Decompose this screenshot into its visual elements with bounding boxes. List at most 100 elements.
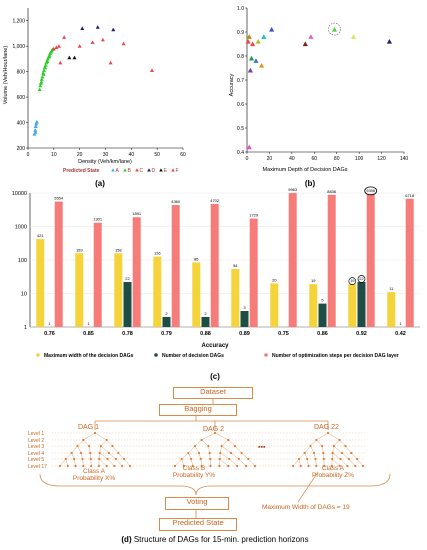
dag22-node — [315, 464, 318, 468]
dag22-node — [299, 464, 302, 468]
panel-c-bar-dags — [357, 282, 366, 327]
panel-c-data-label: 5 — [321, 298, 324, 303]
panel-a-xtick-label: 10 — [51, 152, 57, 158]
class1-name: Class A — [82, 468, 106, 475]
legend-label-a: A — [116, 168, 120, 174]
panel-a-point-f — [90, 40, 95, 44]
dag2-edge — [194, 445, 200, 454]
predicted-state-box: Predicted State — [159, 518, 237, 531]
panel-a-xtick-label: 40 — [129, 152, 135, 158]
panel-c-data-label: 22 — [125, 276, 130, 281]
panel-c-bar-width — [153, 256, 162, 327]
dag2-edge — [248, 458, 256, 467]
dag1-edge — [107, 458, 115, 467]
dag2-edge — [194, 439, 202, 447]
level-5-label: Level 5 — [28, 457, 45, 463]
panel-b-xtick-label: 20 — [267, 156, 273, 162]
panel-a-point-a — [33, 124, 38, 128]
panel-c-data-label: 1891 — [132, 211, 142, 216]
panel-c-data-label: 421 — [37, 233, 44, 238]
dag2-edge — [188, 452, 192, 460]
panel-c-data-label: 126 — [154, 251, 161, 256]
dag1-node — [66, 464, 69, 468]
panel-c-data-label: 54 — [233, 263, 238, 268]
panel-c-legend-marker — [36, 353, 40, 357]
panel-c-legend-label: Maximum width of the decision DAGs — [44, 353, 134, 359]
dag2-node — [209, 464, 212, 468]
panel-b-xtick-label: 140 — [400, 156, 409, 162]
panel-c-bar-dags — [162, 316, 171, 327]
panel-c-legend-marker — [154, 353, 158, 357]
panel-b-point — [261, 34, 267, 39]
panel-a-point-c — [51, 46, 56, 51]
panel-c-xtick-label: 0.85 — [83, 331, 94, 337]
legend-marker-b — [123, 168, 127, 172]
dag22-edge — [292, 458, 299, 467]
legend-marker-e — [159, 168, 163, 172]
dag2-node — [190, 457, 193, 461]
dag2-edge — [221, 439, 229, 447]
dag2-edge — [208, 445, 210, 454]
dag22-edge — [315, 458, 317, 467]
panel-a-point-f — [108, 60, 113, 65]
panel-c-data-label: 2 — [204, 311, 207, 316]
panel-a-point-b — [42, 68, 47, 72]
panel-b-point — [247, 67, 253, 73]
panel-c-bar-width — [270, 283, 279, 327]
panel-b-xtick-label: 40 — [289, 156, 295, 162]
dag22-node — [323, 464, 326, 468]
panel-a-point-e — [67, 55, 72, 60]
dag1-edge — [71, 445, 78, 454]
dataset-box: Dataset — [173, 387, 253, 399]
dag1-edge — [106, 439, 113, 447]
dag2-edge — [229, 458, 238, 467]
panel-a-point-d — [80, 26, 85, 30]
panel-c-xtick-label: 0.42 — [395, 331, 406, 337]
panel-b-ytick-label: 1.0 — [237, 6, 244, 12]
panel-c-bar-steps — [132, 217, 141, 327]
panel-c-data-label: 8836 — [327, 189, 337, 194]
dag1-node — [121, 464, 124, 468]
panel-a-point-a — [34, 121, 39, 126]
dag22-node — [354, 464, 357, 468]
class-a-1: Class A Probability X% — [68, 468, 120, 482]
legend-marker-f — [171, 168, 175, 172]
class2-name: Class B — [182, 465, 206, 472]
panel-a-xtick-label: 20 — [77, 152, 83, 158]
dag1-edge — [100, 439, 107, 447]
panel-c-data-label: 1 — [399, 321, 402, 326]
panel-b-point — [246, 144, 252, 150]
dag22-node — [330, 464, 333, 468]
panel-c-bar-width — [75, 253, 84, 327]
dag2-node — [199, 457, 202, 461]
prob3: Probability Z% — [312, 472, 354, 480]
panel-c-caption: (c) — [210, 372, 220, 381]
dag2-node — [207, 444, 210, 448]
panel-c-xlabel: Accuracy — [201, 343, 229, 349]
dag22-node — [291, 464, 295, 468]
panel-a-point-f — [150, 68, 154, 72]
max-width-label: Maximum Width of DAGs = 19 — [262, 504, 350, 511]
panel-c-xtick-label: 0.79 — [161, 331, 172, 337]
panel-a-point-a — [34, 119, 39, 124]
dag1-edge — [65, 452, 72, 460]
panel-c-data-label: 20 — [272, 277, 277, 282]
dag1-edge — [99, 445, 102, 454]
panel-c-highlight-circle — [348, 277, 357, 286]
dag22-node — [307, 464, 310, 468]
dag22-edge — [333, 445, 343, 454]
class3-name: Class A — [321, 465, 345, 472]
panel-c-data-label: 159 — [76, 247, 83, 252]
dag22-edge — [310, 439, 317, 447]
dag22-edge — [304, 445, 311, 454]
panel-c-data-label: 1301 — [93, 217, 103, 222]
dag2-node — [245, 464, 248, 468]
dag22-edge — [316, 439, 323, 447]
panel-d-caption: (d) Structure of DAGs for 15-min. predic… — [90, 535, 340, 544]
level-2-label: Level 2 — [28, 438, 45, 444]
dag1-node — [58, 464, 62, 468]
panel-c-data-label: 1729 — [249, 213, 259, 218]
level-3-label: Level 3 — [28, 444, 45, 450]
panel-c-xtick-label: 0.86 — [317, 331, 328, 337]
dag2-edge — [241, 452, 249, 460]
